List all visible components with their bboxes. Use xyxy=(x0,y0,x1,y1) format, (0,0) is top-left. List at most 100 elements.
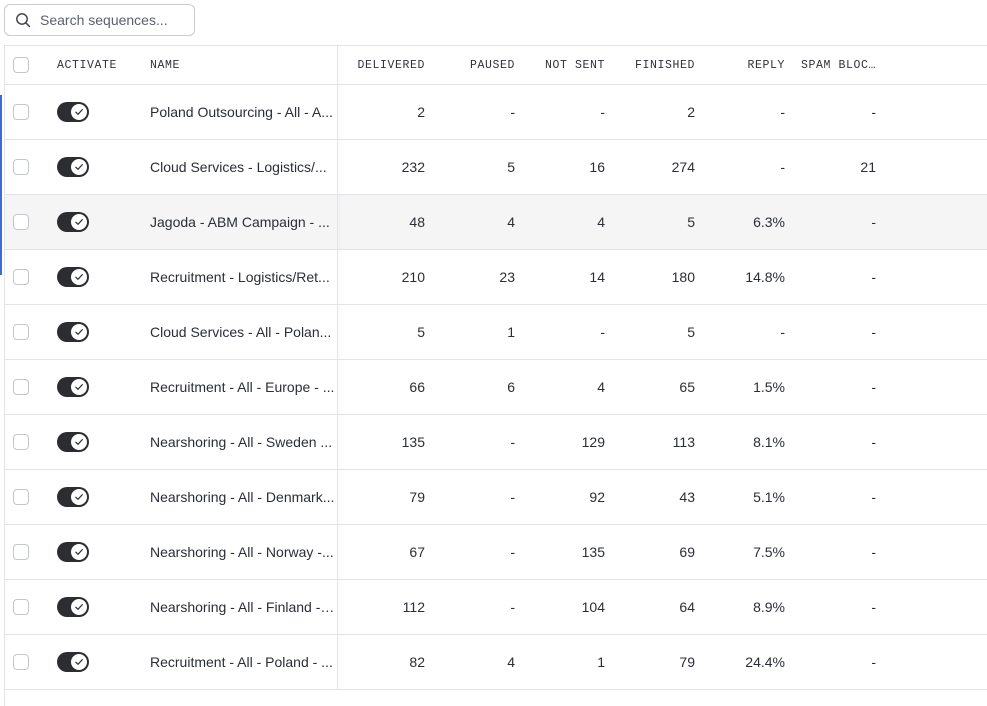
cell-spam-blocked: 21 xyxy=(860,159,876,175)
search-input[interactable] xyxy=(40,12,190,28)
sequence-name-cell[interactable]: Recruitment - All - Europe - ... xyxy=(150,360,335,414)
check-icon xyxy=(75,219,83,225)
check-icon xyxy=(75,384,83,390)
activate-cell xyxy=(57,305,117,359)
sequence-name: Poland Outsourcing - All - A... xyxy=(150,104,333,120)
header-finished[interactable]: FINISHED xyxy=(634,58,695,72)
row-select-cell xyxy=(13,250,29,304)
table-row[interactable]: Jagoda - ABM Campaign - ... 48 4 4 5 6.3% - xyxy=(5,195,987,250)
activate-cell xyxy=(57,140,117,194)
activate-toggle[interactable] xyxy=(57,212,89,232)
activate-toggle[interactable] xyxy=(57,102,89,122)
activate-toggle[interactable] xyxy=(57,542,89,562)
activate-toggle[interactable] xyxy=(57,652,89,672)
header-activate[interactable]: ACTIVATE xyxy=(57,58,118,72)
row-checkbox[interactable] xyxy=(13,104,29,120)
activate-toggle[interactable] xyxy=(57,597,89,617)
table-row[interactable]: Nearshoring - All - Denmark... 79 - 92 43 5.1… xyxy=(5,470,987,525)
sequence-name: Recruitment - All - Poland - ... xyxy=(150,654,333,670)
sequence-name-cell[interactable]: Nearshoring - All - Denmark... xyxy=(150,470,335,524)
activate-cell xyxy=(57,195,117,249)
table-row[interactable]: Recruitment - Logistics/Ret... 210 23 14 180… xyxy=(5,250,987,305)
sequence-name-cell[interactable]: Nearshoring - All - Finland - ... xyxy=(150,580,335,634)
cell-paused: 6 xyxy=(507,379,515,395)
sequence-name-cell[interactable]: Cloud Services - Logistics/... xyxy=(150,140,335,194)
activate-toggle[interactable] xyxy=(57,377,89,397)
cell-not-sent: - xyxy=(600,324,605,340)
activate-cell xyxy=(57,525,117,579)
sequence-name: Cloud Services - Logistics/... xyxy=(150,159,327,175)
table-row[interactable]: Recruitment - All - Europe - ... 66 6 4 65 1.… xyxy=(5,360,987,415)
cell-reply: 1.5% xyxy=(753,379,785,395)
row-checkbox[interactable] xyxy=(13,599,29,615)
sequence-name: Recruitment - Logistics/Ret... xyxy=(150,269,330,285)
cell-spam-blocked: - xyxy=(871,434,876,450)
row-select-cell xyxy=(13,305,29,359)
sequence-name-cell[interactable]: Nearshoring - All - Norway -... xyxy=(150,525,335,579)
check-icon xyxy=(75,329,83,335)
select-all-checkbox[interactable] xyxy=(13,57,29,73)
table-row[interactable]: Cloud Services - All - Polan... 5 1 - 5 - - xyxy=(5,305,987,360)
row-checkbox[interactable] xyxy=(13,269,29,285)
activate-cell xyxy=(57,635,117,689)
cell-finished: 113 xyxy=(672,434,695,450)
activate-toggle[interactable] xyxy=(57,267,89,287)
sequence-name-cell[interactable]: Poland Outsourcing - All - A... xyxy=(150,85,335,139)
cell-finished: 274 xyxy=(671,159,695,175)
header-reply[interactable]: REPLY xyxy=(747,58,785,72)
sequence-name: Jagoda - ABM Campaign - ... xyxy=(150,214,330,230)
sequence-name-cell[interactable]: Recruitment - All - Poland - ... xyxy=(150,635,335,689)
check-icon xyxy=(75,439,83,445)
activate-toggle[interactable] xyxy=(57,157,89,177)
cell-finished: 2 xyxy=(687,104,695,120)
row-checkbox[interactable] xyxy=(13,654,29,670)
table-row[interactable]: Nearshoring - All - Finland - ... 112 - 104… xyxy=(5,580,987,635)
table-row[interactable]: Poland Outsourcing - All - A... 2 - - 2 - - xyxy=(5,85,987,140)
sequence-name-cell[interactable]: Recruitment - Logistics/Ret... xyxy=(150,250,335,304)
row-checkbox[interactable] xyxy=(13,434,29,450)
cell-spam-blocked: - xyxy=(871,379,876,395)
activate-toggle[interactable] xyxy=(57,322,89,342)
cell-delivered: 66 xyxy=(409,379,425,395)
sequence-name-cell[interactable]: Cloud Services - All - Polan... xyxy=(150,305,335,359)
activate-cell xyxy=(57,415,117,469)
table-row[interactable]: Cloud Services - Logistics/... 232 5 16 274 -… xyxy=(5,140,987,195)
row-select-cell xyxy=(13,360,29,414)
row-checkbox[interactable] xyxy=(13,214,29,230)
table-header: ACTIVATE NAME DELIVERED PAUSED NOT SENT … xyxy=(5,45,987,85)
cell-paused: - xyxy=(510,489,515,505)
row-checkbox[interactable] xyxy=(13,159,29,175)
table-row[interactable]: Recruitment - All - Poland - ... 82 4 1 79 24… xyxy=(5,635,987,690)
cell-spam-blocked: - xyxy=(871,599,876,615)
cell-delivered: 210 xyxy=(401,269,425,285)
sequence-name-cell[interactable]: Jagoda - ABM Campaign - ... xyxy=(150,195,335,249)
header-not-sent[interactable]: NOT SENT xyxy=(544,58,605,72)
table-row[interactable]: Nearshoring - All - Sweden ... 135 - 129 113… xyxy=(5,415,987,470)
row-checkbox[interactable] xyxy=(13,489,29,505)
check-icon xyxy=(75,109,83,115)
cell-reply: 24.4% xyxy=(745,654,785,670)
header-paused[interactable]: PAUSED xyxy=(469,58,515,72)
header-name[interactable]: NAME xyxy=(150,58,181,72)
row-select-cell xyxy=(13,415,29,469)
sequence-name: Nearshoring - All - Norway -... xyxy=(150,544,334,560)
cell-paused: - xyxy=(510,544,515,560)
check-icon xyxy=(75,549,83,555)
header-delivered[interactable]: DELIVERED xyxy=(357,58,425,72)
table-row[interactable]: Nearshoring - All - Norway -... 67 - 135 69 7… xyxy=(5,525,987,580)
activate-toggle[interactable] xyxy=(57,432,89,452)
cell-spam-blocked: - xyxy=(871,214,876,230)
cell-finished: 180 xyxy=(671,269,695,285)
cell-reply: 8.1% xyxy=(753,434,785,450)
row-checkbox[interactable] xyxy=(13,544,29,560)
header-spam-blocked[interactable]: SPAM BLOC… xyxy=(801,46,876,84)
row-checkbox[interactable] xyxy=(13,324,29,340)
search-box[interactable] xyxy=(4,4,195,36)
sequence-name: Cloud Services - All - Polan... xyxy=(150,324,332,340)
activate-toggle[interactable] xyxy=(57,487,89,507)
check-icon xyxy=(75,274,83,280)
cell-reply: 8.9% xyxy=(753,599,785,615)
cell-not-sent: 1 xyxy=(597,654,605,670)
sequence-name-cell[interactable]: Nearshoring - All - Sweden ... xyxy=(150,415,335,469)
row-checkbox[interactable] xyxy=(13,379,29,395)
